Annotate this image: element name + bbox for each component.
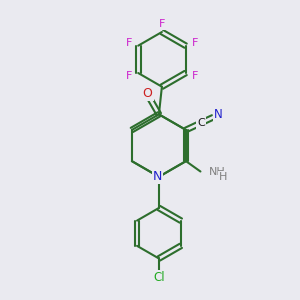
Text: F: F	[125, 38, 132, 48]
Text: Cl: Cl	[153, 271, 165, 284]
Text: NH: NH	[209, 167, 226, 176]
Text: O: O	[143, 87, 153, 100]
Text: C: C	[197, 118, 205, 128]
Text: N: N	[214, 109, 223, 122]
Text: F: F	[192, 38, 198, 48]
Text: N: N	[153, 170, 162, 183]
Text: H: H	[219, 172, 227, 182]
Text: F: F	[125, 71, 132, 81]
Text: F: F	[159, 19, 165, 29]
Text: F: F	[192, 71, 198, 81]
